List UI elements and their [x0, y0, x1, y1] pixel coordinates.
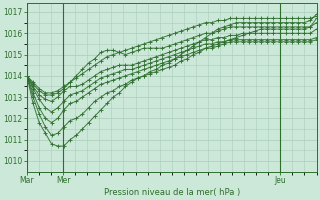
- X-axis label: Pression niveau de la mer( hPa ): Pression niveau de la mer( hPa ): [104, 188, 240, 197]
